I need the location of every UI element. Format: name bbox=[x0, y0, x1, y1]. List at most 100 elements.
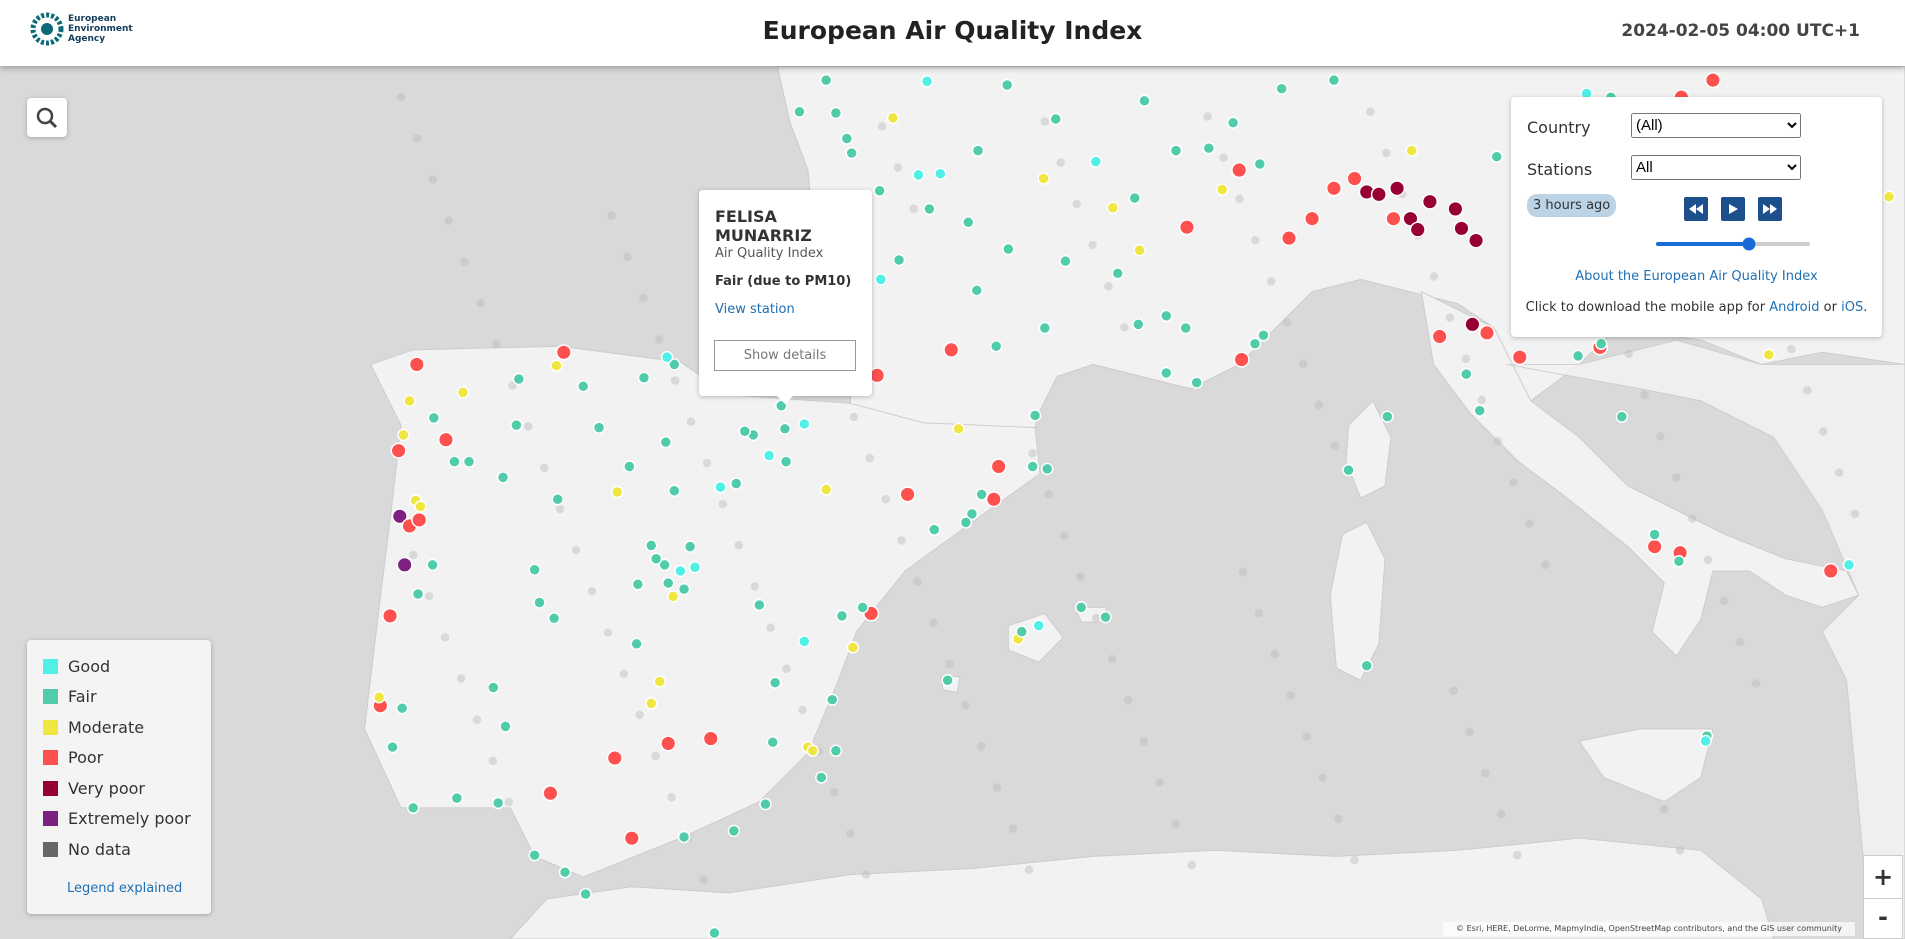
station-dot[interactable] bbox=[1026, 460, 1039, 473]
station-dot[interactable] bbox=[738, 425, 751, 438]
station-dot[interactable] bbox=[1000, 78, 1014, 92]
station-dot[interactable] bbox=[1231, 162, 1248, 179]
station-dot[interactable] bbox=[1490, 150, 1503, 163]
station-dot[interactable] bbox=[1179, 321, 1192, 335]
station-dot[interactable] bbox=[1822, 562, 1839, 579]
station-dot[interactable] bbox=[1226, 116, 1240, 129]
station-dot[interactable] bbox=[1233, 351, 1250, 368]
show-details-button[interactable]: Show details bbox=[714, 340, 856, 371]
station-dot[interactable] bbox=[528, 848, 541, 862]
station-dot[interactable] bbox=[1215, 183, 1229, 196]
station-dot[interactable] bbox=[702, 730, 719, 747]
station-dot[interactable] bbox=[990, 340, 1003, 353]
station-dot[interactable] bbox=[403, 394, 416, 408]
station-dot[interactable] bbox=[727, 824, 741, 838]
station-dot[interactable] bbox=[688, 561, 702, 574]
station-dot[interactable] bbox=[666, 590, 680, 603]
station-dot[interactable] bbox=[1325, 180, 1342, 197]
station-dot[interactable] bbox=[668, 358, 681, 371]
station-dot[interactable] bbox=[462, 455, 476, 468]
station-dot[interactable] bbox=[1405, 144, 1418, 157]
station-dot[interactable] bbox=[714, 480, 727, 494]
station-dot[interactable] bbox=[372, 691, 386, 704]
station-dot[interactable] bbox=[1111, 267, 1124, 280]
station-dot[interactable] bbox=[660, 350, 674, 364]
station-dot[interactable] bbox=[1015, 625, 1028, 638]
station-dot[interactable] bbox=[892, 253, 906, 267]
station-dot[interactable] bbox=[386, 740, 399, 754]
station-dot[interactable] bbox=[662, 576, 675, 590]
station-dot[interactable] bbox=[1370, 186, 1387, 203]
station-dot[interactable] bbox=[1453, 220, 1470, 237]
station-dot[interactable] bbox=[631, 578, 645, 591]
station-dot[interactable] bbox=[382, 607, 399, 624]
station-dot[interactable] bbox=[487, 681, 500, 694]
station-dot[interactable] bbox=[611, 485, 624, 499]
station-dot[interactable] bbox=[779, 455, 793, 468]
station-dot[interactable] bbox=[408, 356, 425, 373]
station-dot[interactable] bbox=[1385, 210, 1402, 227]
station-dot[interactable] bbox=[677, 582, 691, 596]
station-dot[interactable] bbox=[1389, 180, 1406, 197]
station-dot[interactable] bbox=[819, 73, 833, 87]
station-dot[interactable] bbox=[1648, 528, 1661, 541]
station-dot[interactable] bbox=[1431, 328, 1448, 345]
station-dot[interactable] bbox=[815, 771, 828, 784]
station-dot[interactable] bbox=[645, 539, 658, 552]
station-dot[interactable] bbox=[943, 341, 960, 358]
station-dot[interactable] bbox=[579, 887, 592, 901]
station-dot[interactable] bbox=[985, 491, 1002, 508]
station-dot[interactable] bbox=[456, 386, 470, 399]
station-dot[interactable] bbox=[550, 359, 563, 372]
station-dot[interactable] bbox=[411, 511, 428, 528]
station-dot[interactable] bbox=[1002, 242, 1015, 256]
station-dot[interactable] bbox=[653, 675, 666, 688]
station-dot[interactable] bbox=[396, 556, 413, 573]
station-dot[interactable] bbox=[768, 676, 782, 689]
station-dot[interactable] bbox=[766, 736, 779, 749]
station-dot[interactable] bbox=[1511, 349, 1528, 366]
station-dot[interactable] bbox=[448, 455, 461, 468]
station-dot[interactable] bbox=[965, 507, 979, 521]
station-dot[interactable] bbox=[414, 500, 427, 513]
station-dot[interactable] bbox=[920, 75, 934, 88]
station-dot[interactable] bbox=[1615, 410, 1629, 423]
time-slider[interactable] bbox=[1655, 237, 1811, 251]
station-dot[interactable] bbox=[1646, 538, 1663, 555]
station-dot[interactable] bbox=[1275, 82, 1288, 95]
station-dot[interactable] bbox=[923, 202, 936, 216]
station-dot[interactable] bbox=[1571, 349, 1585, 363]
station-dot[interactable] bbox=[426, 558, 439, 572]
station-dot[interactable] bbox=[1342, 463, 1355, 477]
station-dot[interactable] bbox=[856, 601, 869, 614]
station-dot[interactable] bbox=[592, 421, 606, 434]
station-dot[interactable] bbox=[606, 749, 623, 767]
zoom-out[interactable]: - bbox=[1878, 903, 1888, 931]
station-dot[interactable] bbox=[835, 609, 849, 623]
station-dot[interactable] bbox=[551, 493, 564, 506]
station-dot[interactable] bbox=[975, 488, 988, 501]
station-dot[interactable] bbox=[1160, 309, 1173, 323]
station-dot[interactable] bbox=[793, 105, 806, 118]
station-dot[interactable] bbox=[1464, 316, 1481, 333]
station-dot[interactable] bbox=[1138, 94, 1151, 108]
station-dot[interactable] bbox=[649, 552, 663, 565]
station-dot[interactable] bbox=[668, 484, 681, 497]
station-dot[interactable] bbox=[1381, 410, 1394, 423]
about-link[interactable]: About the European Air Quality Index bbox=[1575, 269, 1818, 284]
station-dot[interactable] bbox=[959, 516, 973, 529]
station-dot[interactable] bbox=[1038, 321, 1052, 335]
station-dot[interactable] bbox=[510, 418, 523, 432]
station-dot[interactable] bbox=[762, 449, 776, 462]
station-dot[interactable] bbox=[1478, 324, 1496, 341]
station-dot[interactable] bbox=[1160, 366, 1173, 380]
station-dot[interactable] bbox=[829, 744, 843, 757]
station-dot[interactable] bbox=[558, 865, 572, 879]
logo[interactable]: European Environment Agency bbox=[30, 12, 133, 46]
station-dot[interactable] bbox=[886, 111, 900, 125]
station-dot[interactable] bbox=[1842, 558, 1856, 572]
station-dot[interactable] bbox=[873, 184, 886, 197]
station-dot[interactable] bbox=[577, 380, 590, 393]
station-dot[interactable] bbox=[630, 637, 643, 651]
station-dot[interactable] bbox=[846, 641, 860, 654]
